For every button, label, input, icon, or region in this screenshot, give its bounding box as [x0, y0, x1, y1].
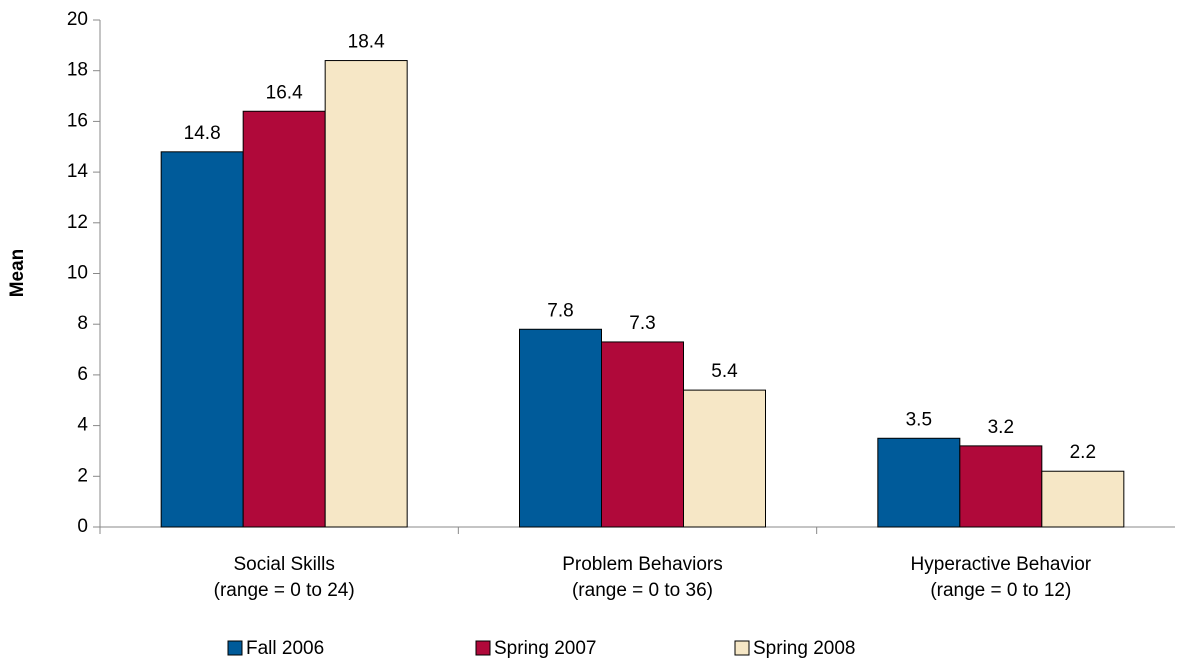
- bar: [324, 60, 408, 528]
- data-label: 16.4: [266, 82, 303, 103]
- legend-swatch: [227, 640, 243, 656]
- legend-label: Fall 2006: [246, 638, 324, 659]
- legend-label: Spring 2007: [494, 638, 596, 659]
- data-label: 14.8: [184, 123, 221, 144]
- data-label: 3.5: [906, 409, 932, 430]
- y-tick-label: 2: [77, 465, 88, 486]
- y-tick-label: 18: [67, 60, 88, 81]
- y-tick-label: 14: [67, 161, 89, 182]
- y-tick-label: 8: [77, 313, 88, 334]
- data-label: 7.3: [629, 313, 655, 334]
- y-tick-label: 20: [67, 9, 88, 30]
- x-tick-label: (range = 0 to 24): [214, 580, 355, 601]
- data-label: 2.2: [1070, 442, 1096, 463]
- x-tick-label: (range = 0 to 36): [572, 580, 713, 601]
- y-tick-label: 10: [67, 263, 88, 284]
- legend-swatch: [734, 640, 750, 656]
- data-label: 18.4: [348, 32, 385, 53]
- legend-label: Spring 2008: [753, 638, 855, 659]
- bar: [601, 341, 684, 528]
- bar: [242, 110, 326, 528]
- y-axis-label: Mean: [7, 249, 28, 298]
- y-tick-label: 0: [77, 516, 88, 537]
- x-tick-label: Hyperactive Behavior: [911, 554, 1092, 575]
- x-tick-label: (range = 0 to 12): [930, 580, 1071, 601]
- bar: [1041, 470, 1125, 528]
- y-tick-label: 16: [67, 110, 88, 131]
- y-tick-label: 6: [77, 364, 88, 385]
- y-tick-label: 12: [67, 212, 88, 233]
- bar: [683, 389, 766, 528]
- legend-swatch: [475, 640, 491, 656]
- x-tick-label: Social Skills: [233, 554, 334, 575]
- bar: [959, 445, 1043, 528]
- bar: [160, 151, 244, 528]
- data-label: 7.8: [547, 300, 573, 321]
- bar: [519, 328, 602, 528]
- bar: [877, 437, 961, 528]
- y-tick-label: 4: [77, 415, 88, 436]
- data-label: 5.4: [711, 361, 738, 382]
- data-label: 3.2: [988, 417, 1014, 438]
- x-tick-label: Problem Behaviors: [562, 554, 723, 575]
